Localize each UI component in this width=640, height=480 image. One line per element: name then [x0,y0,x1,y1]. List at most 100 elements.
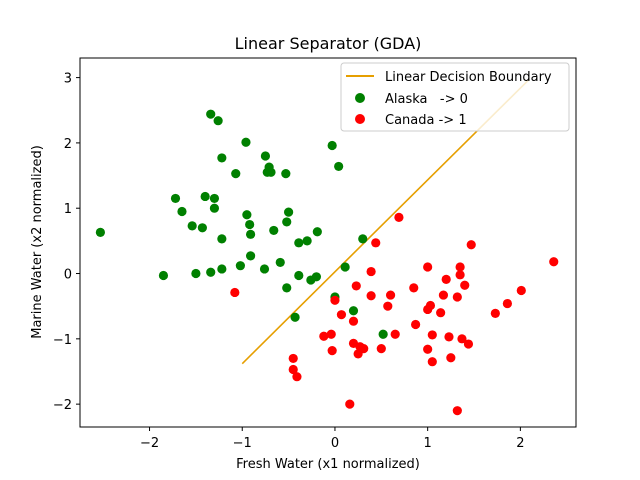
data-point-alaska [334,161,344,172]
data-point-canada [376,344,386,354]
data-point-canada [463,339,474,349]
data-point-canada [436,308,446,318]
data-point-alaska [282,283,292,293]
data-point-alaska [290,312,300,322]
data-point-canada [423,262,433,272]
x-tick-label: −2 [140,436,159,451]
data-point-alaska [312,227,322,237]
data-point-canada [366,291,376,301]
data-point-canada [390,329,400,339]
data-point-canada [394,212,404,222]
data-point-alaska [245,229,256,239]
data-point-canada [371,238,381,248]
data-point-alaska [378,329,388,339]
data-point-alaska [242,210,252,220]
legend-label-boundary: Linear Decision Boundary [385,70,552,85]
data-point-alaska [260,151,271,161]
data-point-alaska [269,225,279,236]
x-axis: −2 −1 0 1 2 [140,427,525,451]
legend-marker-canada [355,114,365,124]
data-point-canada [385,290,396,300]
data-point-canada [455,262,465,272]
data-point-canada [427,357,437,367]
data-point-alaska [259,264,270,274]
data-point-canada [409,283,419,293]
data-point-alaska [266,167,276,177]
data-point-canada [457,334,467,344]
data-point-alaska [209,193,220,204]
x-axis-label: Fresh Water (x1 normalized) [236,457,420,472]
data-point-alaska [245,219,255,230]
data-point-canada [319,331,329,341]
data-point-canada [516,285,526,296]
data-point-canada [288,364,298,375]
data-point-alaska [197,223,207,233]
data-point-alaska [294,270,304,281]
data-point-alaska [95,227,105,237]
data-point-canada [446,353,456,363]
data-point-canada [455,270,465,280]
y-tick-label: 1 [64,202,72,217]
data-point-canada [351,281,361,291]
legend-label-canada: Canada -> 1 [385,113,467,128]
x-tick-label: 1 [424,436,432,451]
data-point-alaska [231,168,241,179]
data-point-canada [502,298,512,309]
data-point-canada [423,344,433,354]
y-tick-label: −1 [53,333,72,348]
data-point-alaska [217,234,227,244]
data-point-canada [348,316,359,326]
data-point-canada [411,319,421,330]
data-point-canada [345,399,355,409]
x-tick-label: 0 [331,436,339,451]
data-point-alaska [191,268,201,279]
data-point-canada [427,330,437,340]
x-tick-label: 2 [516,436,524,451]
data-point-alaska [209,203,220,213]
data-point-alaska [282,217,292,227]
data-point-alaska [281,168,291,179]
legend-label-alaska: Alaska -> 0 [385,92,468,107]
data-point-canada [438,290,449,300]
data-point-canada [466,240,476,250]
data-point-alaska [327,140,337,151]
y-tick-label: 0 [64,268,72,283]
data-point-canada [452,406,462,416]
data-point-canada [460,280,470,290]
y-axis-label: Marine Water (x2 normalized) [30,145,45,339]
data-point-canada [326,329,336,339]
data-point-canada [441,274,451,284]
y-tick-label: −2 [53,398,72,413]
data-point-alaska [340,262,350,272]
data-point-alaska [283,207,294,217]
legend: Linear Decision Boundary Alaska -> 0 Can… [340,62,570,132]
data-point-canada [444,332,454,342]
data-point-canada [425,300,436,311]
data-point-canada [288,353,298,364]
chart-title: Linear Separator (GDA) [235,34,422,53]
data-point-alaska [206,109,216,119]
data-point-alaska [217,153,227,163]
data-point-alaska [358,234,368,244]
data-point-alaska [213,116,223,126]
data-point-canada [549,257,559,267]
data-point-canada [330,295,340,305]
legend-marker-alaska [355,93,365,103]
data-point-canada [359,344,369,354]
data-point-alaska [235,261,245,271]
y-tick-label: 3 [64,72,72,87]
data-point-alaska [158,270,169,281]
y-tick-label: 2 [64,137,72,152]
data-point-alaska [245,251,256,261]
plot-area [95,78,559,416]
data-point-alaska [187,221,197,231]
data-point-alaska [217,264,227,274]
y-axis: −2 −1 0 1 2 3 [53,72,80,413]
data-point-canada [327,345,337,356]
data-point-alaska [302,236,312,246]
data-point-canada [366,266,376,277]
x-tick-label: −1 [233,436,252,451]
data-point-alaska [348,306,359,316]
